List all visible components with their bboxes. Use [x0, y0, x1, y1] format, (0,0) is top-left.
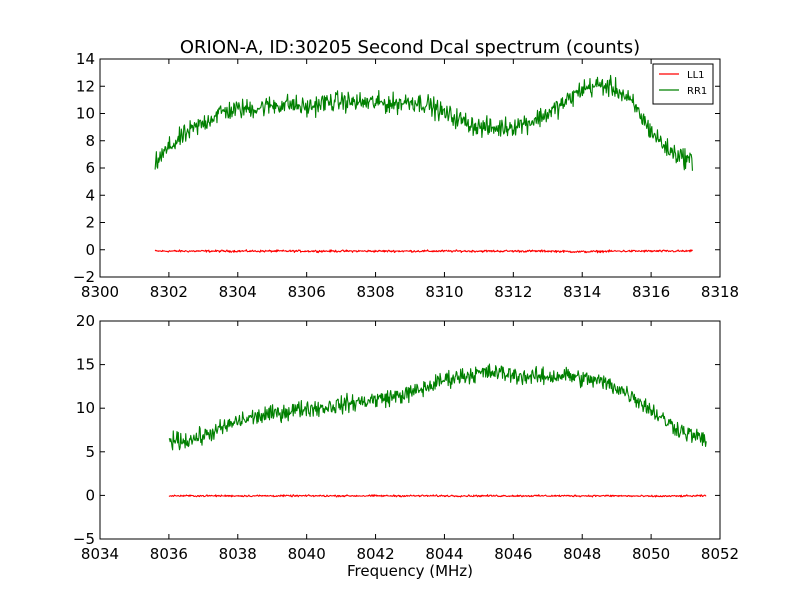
x-tick-label: 8304 [219, 283, 257, 301]
chart-title: ORION-A, ID:30205 Second Dcal spectrum (… [180, 37, 640, 58]
series-line-red-panel-2 [168, 494, 707, 498]
series-line-green-panel-2 [168, 363, 707, 451]
y-tick-label: −5 [73, 530, 95, 548]
y-tick-label: 10 [76, 105, 95, 123]
x-tick-label: 8038 [219, 545, 257, 563]
x-tick-label: 8036 [150, 545, 188, 563]
y-tick-label: 14 [76, 50, 95, 68]
legend-label-ll1: LL1 [687, 70, 705, 81]
legend-box [652, 63, 714, 105]
y-tick-label: 4 [85, 186, 95, 204]
y-tick-label: 6 [85, 159, 95, 177]
y-tick-label: 20 [76, 312, 95, 330]
series-line-ll1-panel-1 [154, 249, 693, 254]
x-tick-label: 8300 [81, 283, 119, 301]
x-tick-label: 8318 [701, 283, 739, 301]
legend-label-rr1: RR1 [687, 86, 707, 97]
x-tick-label: 8310 [425, 283, 463, 301]
y-tick-label: 10 [76, 399, 95, 417]
y-tick-label: 0 [85, 241, 95, 259]
y-tick-label: 12 [76, 77, 95, 95]
y-tick-label: 0 [85, 486, 95, 504]
series-line-rr1-panel-1 [154, 74, 693, 171]
y-tick-label: 15 [76, 356, 95, 374]
x-tick-label: 8050 [632, 545, 670, 563]
x-tick-label: 8306 [288, 283, 326, 301]
x-tick-label: 8302 [150, 283, 188, 301]
x-tick-label: 8034 [81, 545, 119, 563]
y-tick-label: −2 [73, 268, 95, 286]
x-tick-label: 8048 [563, 545, 601, 563]
x-tick-label: 8044 [425, 545, 463, 563]
x-axis-label: Frequency (MHz) [347, 562, 473, 580]
x-tick-label: 8308 [356, 283, 394, 301]
y-tick-label: 5 [85, 443, 95, 461]
y-tick-label: 8 [85, 132, 95, 150]
x-tick-label: 8314 [563, 283, 601, 301]
x-tick-label: 8040 [288, 545, 326, 563]
x-tick-label: 8316 [632, 283, 670, 301]
x-tick-label: 8052 [701, 545, 739, 563]
axes-frame-panel-2 [99, 320, 721, 540]
y-tick-label: 2 [85, 214, 95, 232]
x-tick-label: 8042 [356, 545, 394, 563]
x-tick-label: 8046 [494, 545, 532, 563]
x-tick-label: 8312 [494, 283, 532, 301]
